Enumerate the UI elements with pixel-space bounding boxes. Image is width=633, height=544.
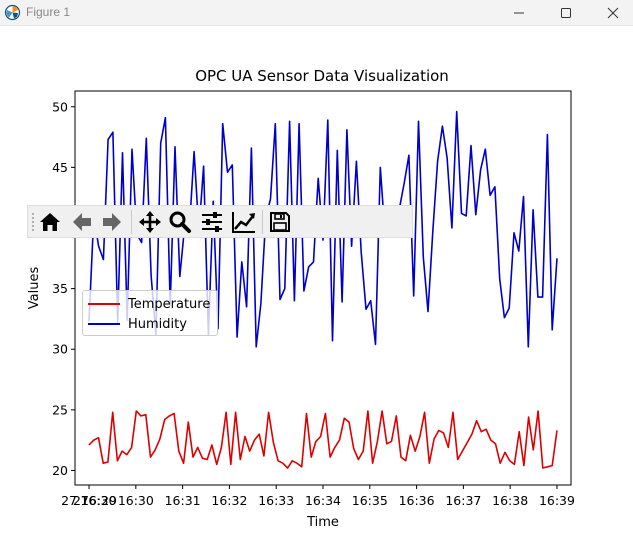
legend-entry-humidity: Humidity [88, 314, 187, 334]
x-axis-label: Time [306, 515, 339, 530]
x-tick-label: 16:36 [399, 493, 435, 508]
back-button[interactable] [68, 208, 96, 236]
y-axis-label: Values [27, 267, 42, 310]
legend-label-temperature: Temperature [128, 296, 211, 312]
minimize-icon [514, 12, 524, 14]
toolbar-separator [131, 210, 132, 234]
toolbar-grip-icon[interactable] [31, 212, 35, 232]
x-tick-label: 16:38 [492, 493, 528, 508]
y-tick-label: 45 [52, 160, 68, 175]
home-button[interactable] [36, 208, 64, 236]
save-button[interactable] [266, 208, 294, 236]
pan-button[interactable] [136, 208, 164, 236]
x-tick-label: 16:30 [118, 493, 154, 508]
y-axis: 20253035404550 [52, 99, 75, 478]
series-line-temperature [88, 410, 558, 469]
configure-subplots-button[interactable] [198, 208, 226, 236]
y-tick-label: 30 [52, 342, 68, 357]
x-tick-label: 16:35 [352, 493, 388, 508]
save-icon [270, 212, 290, 232]
x-axis: 27 16:29 16:30 16:31 16:32 16:33 16:34 16:35 16… [61, 485, 575, 508]
line-chart[interactable]: OPC UA Sensor Data Visualization 20 25 30 3… [0, 26, 633, 540]
x-tick-label: 16:34 [305, 493, 341, 508]
y-tick-label: 20 [52, 463, 68, 478]
y-tick-label: 50 [52, 99, 68, 114]
maximize-button[interactable] [543, 0, 589, 26]
legend-swatch-humidity [88, 323, 120, 325]
close-icon [607, 7, 619, 19]
x-tick-label: 16:31 [165, 493, 201, 508]
zoom-button[interactable] [166, 208, 194, 236]
navigation-toolbar [27, 205, 413, 238]
home-icon [40, 213, 60, 231]
x-tick-label: 27 16:29 [61, 493, 117, 508]
legend-swatch-temperature [88, 303, 120, 305]
x-tick-label: 16:37 [445, 493, 481, 508]
chart-title: OPC UA Sensor Data Visualization [195, 67, 449, 85]
series-line-humidity [88, 110, 558, 348]
legend-label-humidity: Humidity [128, 316, 187, 332]
x-tick-label: 16:33 [258, 493, 294, 508]
y-tick-label: 25 [52, 402, 68, 417]
x-tick-label: 16:32 [211, 493, 247, 508]
window-title: Figure 1 [26, 5, 71, 19]
minimize-button[interactable] [496, 0, 542, 26]
edit-axis-button[interactable] [230, 208, 258, 236]
forward-button[interactable] [98, 208, 126, 236]
pan-icon [139, 211, 161, 233]
x-tick-label-overlap: 16:30 [80, 493, 116, 508]
zoom-icon [169, 211, 191, 233]
edit-axis-icon [232, 212, 255, 233]
figure-canvas[interactable]: OPC UA Sensor Data Visualization 20 25 30 3… [0, 26, 633, 540]
configure-subplots-icon [202, 212, 222, 232]
forward-arrow-icon [103, 213, 121, 231]
window-titlebar: Figure 1 [0, 0, 633, 26]
close-button[interactable] [590, 0, 633, 26]
x-tick-label: 16:39 [539, 493, 575, 508]
y-tick-label: 35 [52, 281, 68, 296]
x-tick-label-overlap: 27 [73, 493, 89, 508]
matplotlib-logo-icon [4, 4, 21, 21]
back-arrow-icon [73, 213, 91, 231]
legend-entry-temperature: Temperature [88, 294, 210, 314]
toolbar-separator [262, 210, 263, 234]
series-layer [88, 110, 558, 469]
chart-legend[interactable]: Temperature Humidity [82, 290, 218, 336]
maximize-icon [561, 8, 571, 18]
